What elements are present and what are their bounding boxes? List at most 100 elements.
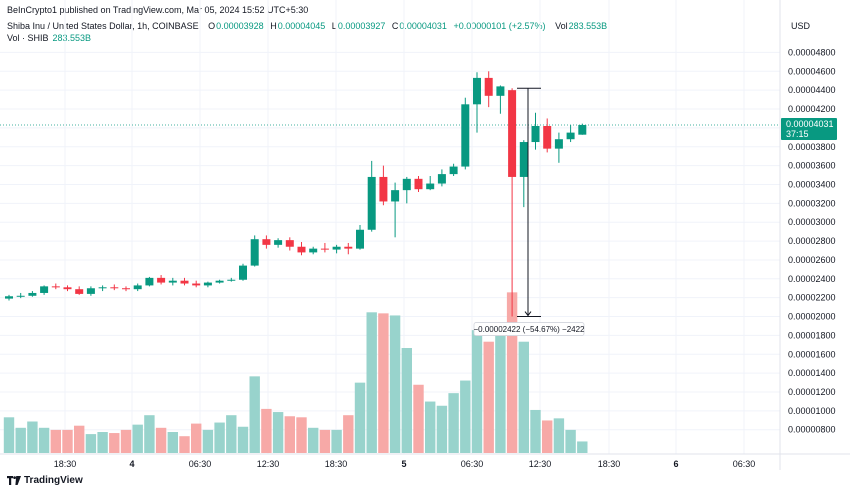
candle [367, 160, 376, 232]
candle-body [285, 240, 294, 247]
change-value: +0.00000101 (+2.57%) [453, 21, 546, 31]
time-axis[interactable]: 18:30 4 06:30 12:30 18:30 5 06:30 12:30 18:30 6 06… [0, 453, 850, 469]
volume-bar [109, 433, 120, 453]
candle-body [449, 166, 458, 175]
y-tick-label: 0.00004200 [788, 104, 836, 114]
low-label: L [331, 21, 337, 31]
volume-bars [3, 292, 588, 453]
volume-bar [343, 415, 354, 453]
candle-body [133, 285, 142, 290]
candle-body [508, 90, 517, 177]
candle [356, 225, 364, 250]
y-tick-label: 0.00003200 [788, 198, 836, 208]
x-tick-label: 18:30 [54, 459, 77, 469]
y-tick-label: 0.00003600 [788, 161, 836, 171]
candle [496, 85, 505, 114]
volume-bar [155, 427, 167, 453]
volume-bar [401, 348, 412, 453]
volume-bar [179, 436, 190, 453]
measure-arrow-icon [524, 311, 532, 317]
candle [122, 286, 130, 292]
candle-body [227, 279, 236, 281]
candle-body [157, 277, 166, 283]
volume-bar [74, 425, 85, 453]
candle [332, 244, 341, 254]
candle [145, 276, 154, 287]
volume-bar [448, 393, 459, 453]
y-tick-label: 0.00001400 [788, 368, 836, 378]
volume-bar [272, 412, 284, 453]
volume-bar [144, 415, 155, 453]
candle-body [75, 289, 84, 294]
candle [133, 283, 142, 292]
vol-value: 283.553B [568, 21, 608, 31]
volume-bar [226, 415, 237, 453]
candle-body [145, 277, 154, 286]
volume-bar [389, 315, 401, 453]
candle-body [554, 139, 563, 149]
y-tick-label: 0.00002600 [788, 255, 836, 265]
y-tick-label: 0.00002000 [788, 312, 836, 322]
x-tick-label: 18:30 [325, 459, 348, 469]
volume-bar [577, 441, 588, 453]
candle-body [192, 283, 201, 286]
y-tick-label: 0.00004600 [788, 66, 836, 76]
candle [63, 285, 72, 292]
y-tick-label: 0.00002400 [788, 274, 836, 284]
candle [309, 246, 318, 255]
candle-body [51, 286, 60, 288]
volume-bar [62, 429, 73, 453]
candle-body [519, 142, 528, 177]
volume-bar [3, 417, 15, 453]
candle [449, 163, 458, 176]
volume-bar [460, 380, 471, 453]
candle-body [356, 229, 364, 249]
volume-bar [319, 429, 331, 453]
candle [402, 176, 411, 204]
x-tick-label: 06:30 [461, 459, 484, 469]
candle [426, 175, 435, 191]
x-tick-label: 06:30 [733, 459, 756, 469]
y-tick-label: 0.00001600 [788, 349, 836, 359]
candle [239, 263, 247, 281]
price-axis[interactable]: 0.00004800 0.00004600 0.00004400 0.00004200… [779, 0, 836, 470]
candle-body [28, 292, 37, 296]
candle-body [496, 86, 505, 96]
candle [285, 237, 294, 251]
candle [98, 285, 107, 292]
vol-label: Vol [555, 21, 568, 31]
volume-bar [495, 329, 506, 453]
y-tick-label: 0.00000800 [788, 425, 836, 435]
volume-bar [553, 418, 565, 453]
high-label: H [270, 21, 277, 31]
volume-bar [214, 422, 225, 453]
volume-bar [506, 292, 518, 453]
candle-body [391, 190, 400, 202]
volume-bar [85, 434, 97, 453]
candle-body [250, 239, 259, 266]
volume-bar [120, 429, 132, 453]
volume-bar [331, 429, 342, 453]
candle [227, 277, 236, 282]
tradingview-logo: TradingView [7, 475, 83, 486]
candle [391, 182, 400, 238]
candle-body [379, 176, 388, 202]
candle-body [122, 288, 130, 290]
candle [5, 294, 13, 301]
volume-bar [97, 432, 108, 453]
y-tick-label: 0.00001000 [788, 406, 836, 416]
candle-body [566, 132, 575, 140]
volume-bar [471, 330, 483, 453]
volume-bar [565, 429, 576, 453]
currency-label: USD [791, 21, 811, 31]
candle [28, 291, 37, 297]
x-tick-label: 06:30 [189, 459, 212, 469]
y-tick-label: 0.00004400 [788, 85, 836, 95]
x-tick-label: 12:30 [529, 459, 552, 469]
candle [86, 286, 95, 296]
y-tick-label: 0.00002800 [788, 236, 836, 246]
volume-bar [202, 429, 214, 453]
close-label: C [391, 21, 399, 31]
candle-body [203, 282, 212, 286]
